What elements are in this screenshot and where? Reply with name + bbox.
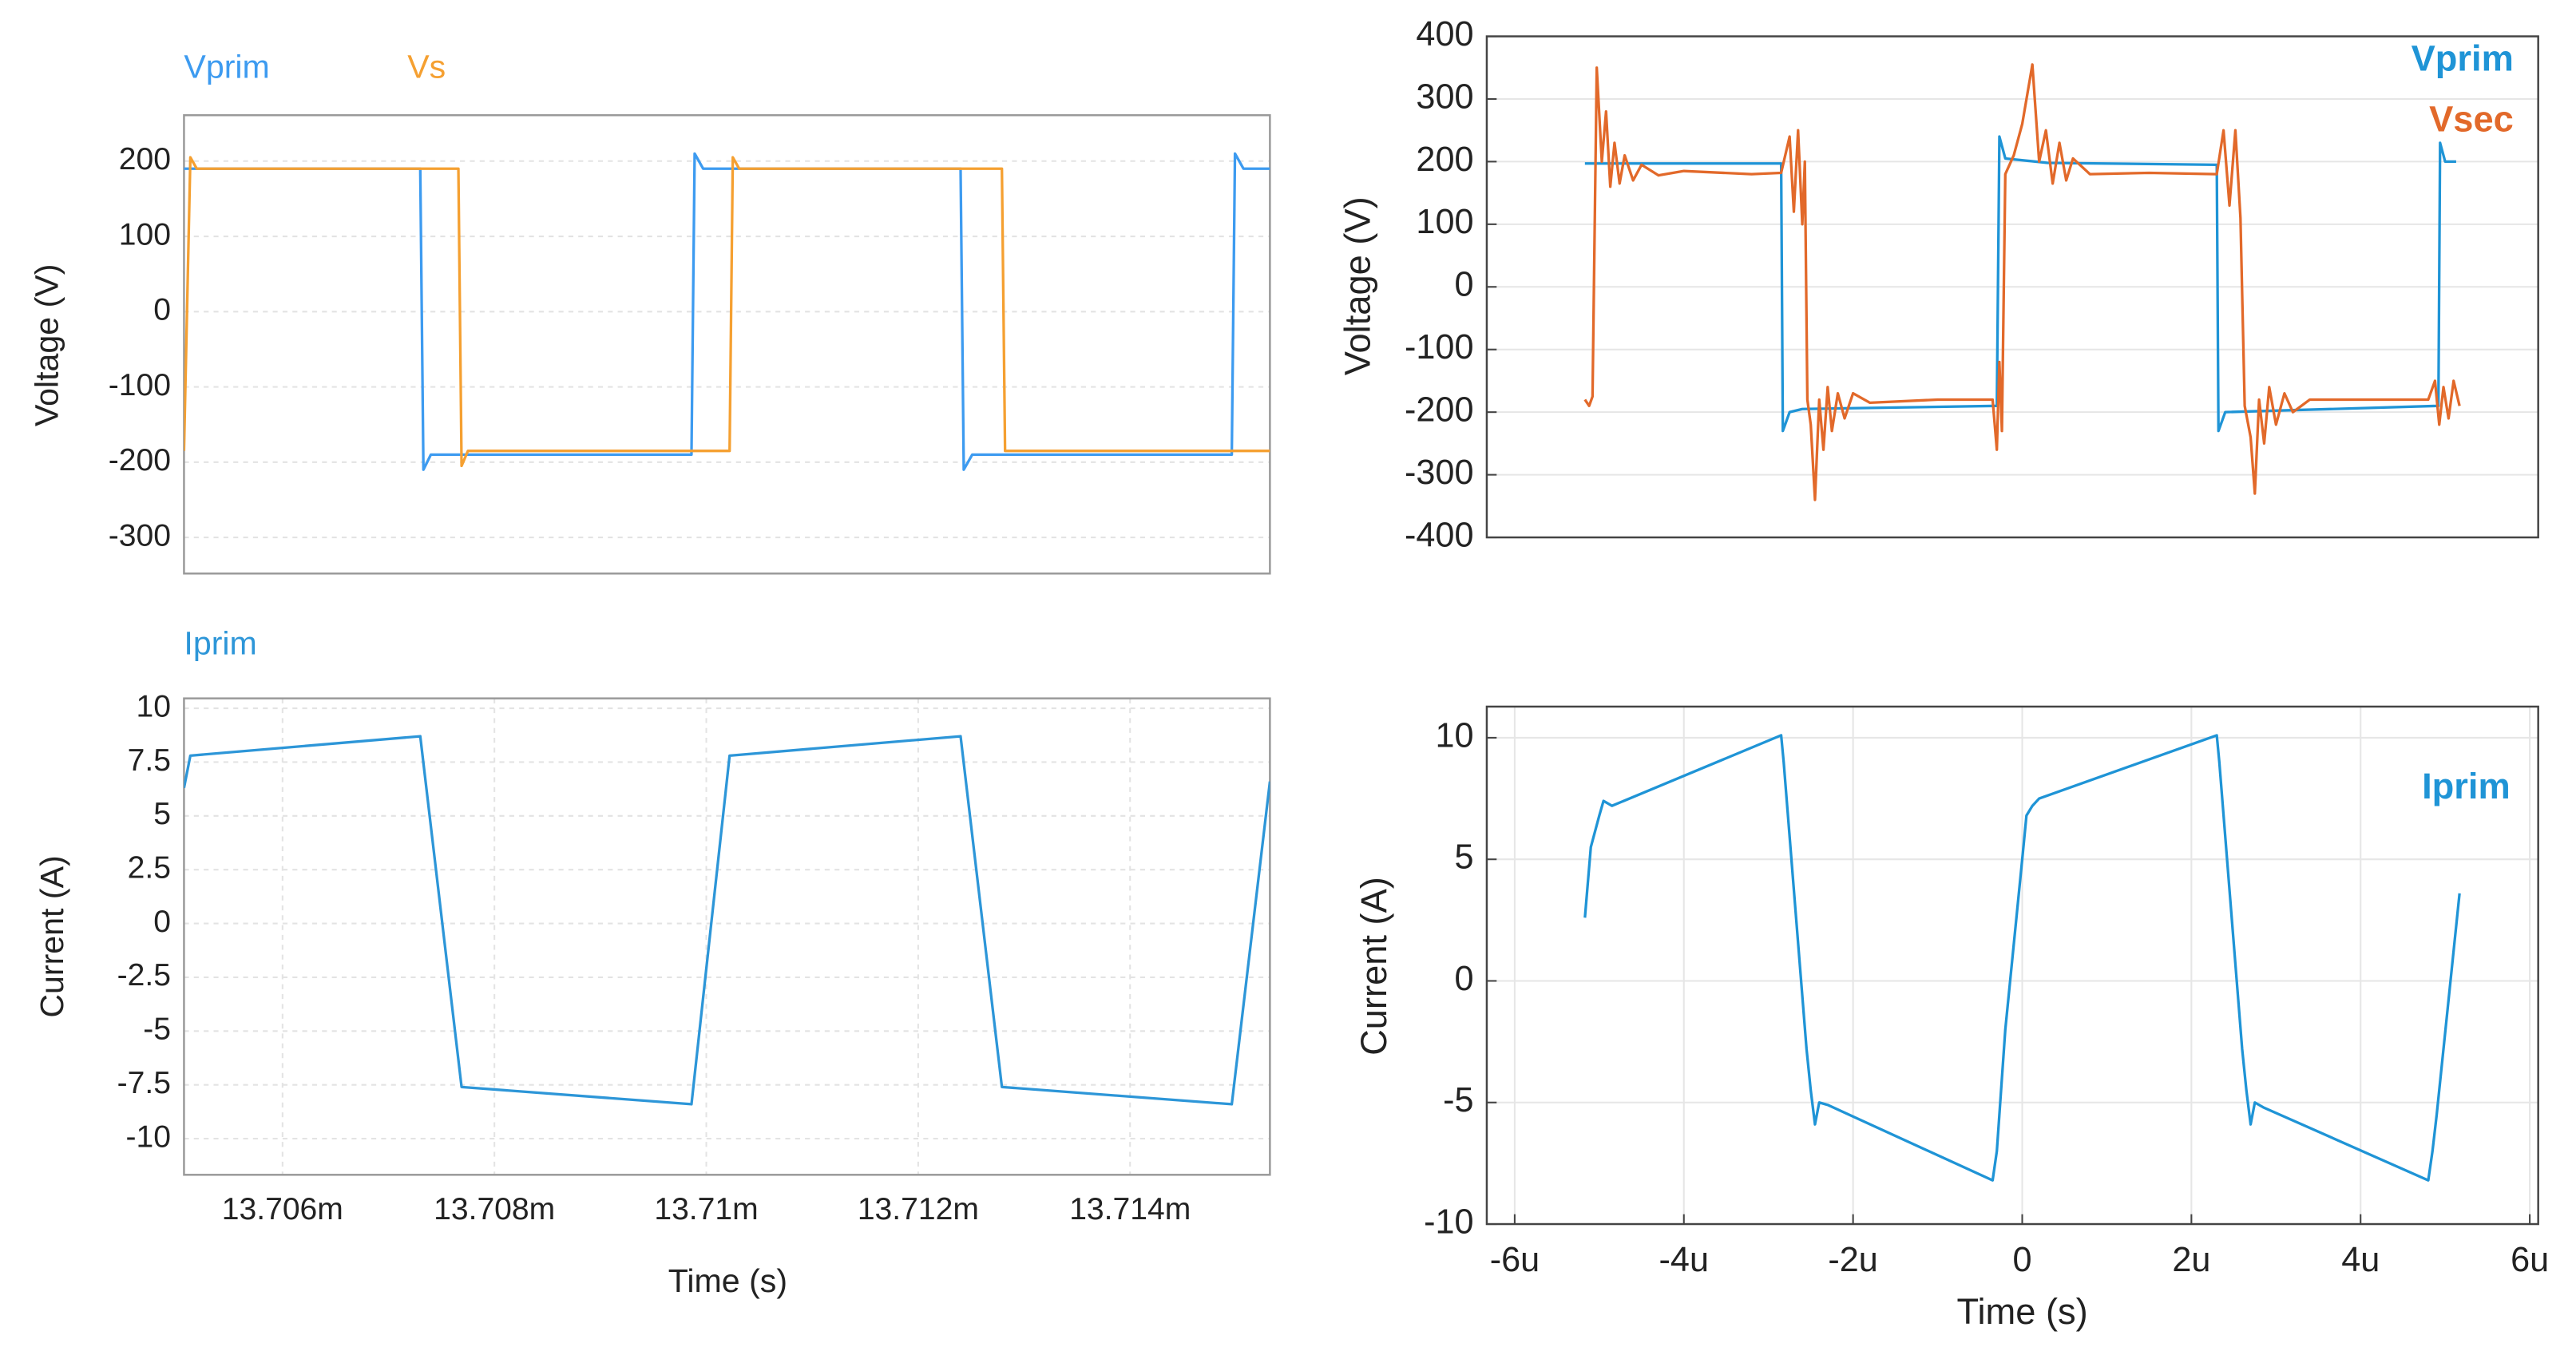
y-tick-label: 200 (119, 142, 171, 176)
series-line (1583, 734, 2461, 1182)
y-tick-label: -10 (125, 1119, 170, 1154)
y-axis-label: Current (A) (34, 855, 70, 1017)
x-tick-label: -6u (1490, 1241, 1540, 1279)
y-tick-label: -300 (1405, 454, 1473, 492)
y-tick-label: 200 (1416, 141, 1473, 179)
y-tick-label: 300 (1416, 77, 1473, 116)
x-tick-label: 6u (2511, 1241, 2549, 1279)
y-tick-label: 100 (1416, 203, 1473, 241)
legend-label: Vprim (2412, 38, 2514, 78)
y-tick-label: 5 (1454, 838, 1473, 877)
x-tick-label: -4u (1659, 1241, 1709, 1279)
x-tick-label: 0 (2012, 1241, 2031, 1279)
x-axis-label: Time (s) (668, 1262, 787, 1299)
chart: -400 -300 -200 -100 0 100 200 300 400 Vprim Vsec Vo… (1337, 15, 2539, 554)
x-tick-label: 13.706m (222, 1192, 343, 1226)
y-tick-label: 10 (1435, 716, 1473, 755)
plot-frame (183, 114, 1271, 575)
x-tick-label: 13.71m (654, 1192, 758, 1226)
y-tick-label: -100 (1405, 328, 1473, 366)
y-tick-label: 0 (153, 293, 171, 327)
y-tick-label: 100 (119, 217, 171, 252)
y-tick-label: -200 (1405, 391, 1473, 430)
y-tick-label: -400 (1405, 516, 1473, 554)
x-tick-label: 2u (2172, 1241, 2210, 1279)
y-tick-label: -200 (109, 443, 171, 477)
x-tick-label: 13.708m (434, 1192, 555, 1226)
series-line (1584, 135, 2456, 433)
legend-label: Vsec (2429, 98, 2514, 139)
x-tick-label: 13.714m (1069, 1192, 1191, 1226)
legend-label: Iprim (184, 625, 256, 662)
series-line (184, 156, 1270, 468)
y-tick-label: 0 (1454, 266, 1473, 304)
x-tick-label: 13.712m (858, 1192, 979, 1226)
x-axis-label: Time (s) (1957, 1291, 2088, 1332)
y-tick-label: 0 (1454, 960, 1473, 998)
y-axis-label: Voltage (V) (1337, 196, 1377, 375)
legend-label: Vs (407, 49, 446, 85)
x-tick-label: -2u (1828, 1241, 1877, 1279)
y-tick-label: 10 (137, 689, 171, 723)
y-tick-label: -7.5 (117, 1066, 171, 1100)
series-line (1583, 63, 2461, 501)
y-tick-label: -10 (1424, 1202, 1473, 1241)
plot-frame (183, 697, 1271, 1176)
y-tick-label: -5 (1443, 1081, 1473, 1119)
legend-label: Iprim (2422, 766, 2511, 806)
y-tick-label: 7.5 (128, 743, 171, 778)
y-axis-label: Current (A) (1353, 877, 1394, 1056)
y-tick-label: -100 (109, 368, 171, 402)
legend-label: Vprim (184, 49, 269, 85)
y-tick-label: -5 (143, 1012, 171, 1047)
y-axis-label: Voltage (V) (29, 264, 65, 426)
chart: -10 -5 0 5 10 -6u -4u -2u 0 2u 4u 6u Iprim Current (A… (1353, 705, 2549, 1332)
y-tick-label: -300 (109, 518, 171, 553)
x-tick-label: 4u (2341, 1241, 2380, 1279)
y-tick-label: 400 (1416, 15, 1473, 53)
chart: -300 -200 -100 0 100 200 Vprim Vs Voltage (V) (29, 49, 1271, 575)
y-tick-label: 2.5 (128, 851, 171, 886)
plot-area (184, 115, 1270, 574)
y-tick-label: -2.5 (117, 958, 171, 993)
series-line (184, 735, 1270, 1106)
y-tick-label: 0 (153, 905, 171, 939)
y-tick-label: 5 (153, 797, 171, 831)
plot-frame (1485, 35, 2539, 539)
chart: -10 -7.5 -5 -2.5 0 2.5 5 7.5 10 13.706m 13.708m 13.… (34, 625, 1271, 1299)
plot-frame (1485, 705, 2539, 1226)
